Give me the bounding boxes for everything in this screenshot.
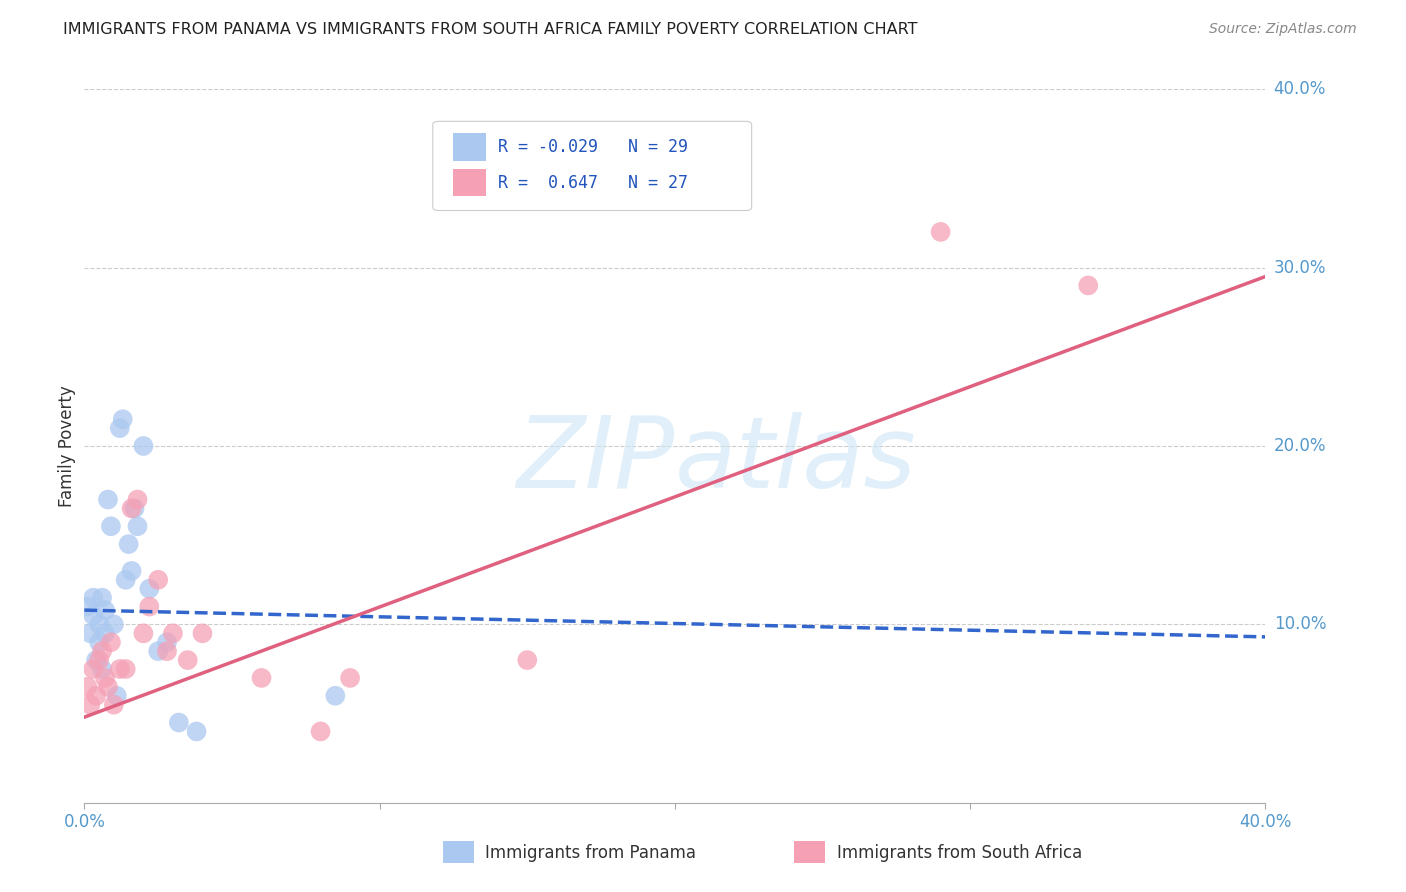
Text: 10.0%: 10.0% xyxy=(1274,615,1326,633)
Text: R = -0.029   N = 29: R = -0.029 N = 29 xyxy=(498,138,688,156)
Point xyxy=(167,715,190,730)
Point xyxy=(108,421,131,435)
FancyBboxPatch shape xyxy=(453,134,486,161)
Point xyxy=(97,492,120,507)
FancyBboxPatch shape xyxy=(453,169,486,196)
Point xyxy=(82,608,104,623)
Point xyxy=(118,537,141,551)
Point xyxy=(100,519,122,533)
Point xyxy=(82,662,104,676)
Text: R =  0.647   N = 27: R = 0.647 N = 27 xyxy=(498,174,688,192)
Text: ZIP: ZIP xyxy=(516,412,675,508)
Text: atlas: atlas xyxy=(675,412,917,508)
Point xyxy=(111,412,134,426)
Point xyxy=(138,582,160,596)
Point xyxy=(121,501,143,516)
Point xyxy=(309,724,332,739)
Point xyxy=(87,617,111,632)
Point xyxy=(97,680,120,694)
Point xyxy=(121,564,143,578)
Point xyxy=(79,626,101,640)
Point xyxy=(138,599,160,614)
Point xyxy=(148,644,170,658)
Point xyxy=(94,626,117,640)
Point xyxy=(132,439,155,453)
Point xyxy=(84,653,107,667)
Point xyxy=(114,573,136,587)
Point xyxy=(124,501,146,516)
Text: Immigrants from Panama: Immigrants from Panama xyxy=(485,844,696,862)
Point xyxy=(76,599,98,614)
Point xyxy=(162,626,184,640)
Point xyxy=(94,671,117,685)
Point xyxy=(100,635,122,649)
Point xyxy=(250,671,273,685)
Y-axis label: Family Poverty: Family Poverty xyxy=(58,385,76,507)
Point xyxy=(108,662,131,676)
Point xyxy=(191,626,214,640)
Point xyxy=(84,689,107,703)
Point xyxy=(1077,278,1099,293)
Point xyxy=(87,653,111,667)
Point xyxy=(87,635,111,649)
FancyBboxPatch shape xyxy=(433,121,752,211)
Point xyxy=(156,644,179,658)
Point xyxy=(186,724,208,739)
Point xyxy=(79,698,101,712)
Text: Immigrants from South Africa: Immigrants from South Africa xyxy=(837,844,1081,862)
Point xyxy=(91,662,114,676)
Point xyxy=(91,644,114,658)
Point xyxy=(91,591,114,605)
Point xyxy=(339,671,361,685)
Point xyxy=(82,591,104,605)
Point xyxy=(323,689,347,703)
Point xyxy=(132,626,155,640)
Point xyxy=(94,603,117,617)
Point xyxy=(929,225,952,239)
Point xyxy=(105,689,128,703)
Text: Source: ZipAtlas.com: Source: ZipAtlas.com xyxy=(1209,22,1357,37)
Point xyxy=(148,573,170,587)
Text: 40.0%: 40.0% xyxy=(1274,80,1326,98)
Text: 20.0%: 20.0% xyxy=(1274,437,1326,455)
Point xyxy=(127,492,149,507)
Point xyxy=(127,519,149,533)
Point xyxy=(103,698,125,712)
Text: IMMIGRANTS FROM PANAMA VS IMMIGRANTS FROM SOUTH AFRICA FAMILY POVERTY CORRELATIO: IMMIGRANTS FROM PANAMA VS IMMIGRANTS FRO… xyxy=(63,22,918,37)
Point xyxy=(76,680,98,694)
Point xyxy=(516,653,538,667)
Point xyxy=(156,635,179,649)
Point xyxy=(177,653,200,667)
Point xyxy=(103,617,125,632)
Text: 30.0%: 30.0% xyxy=(1274,259,1326,277)
Point xyxy=(114,662,136,676)
